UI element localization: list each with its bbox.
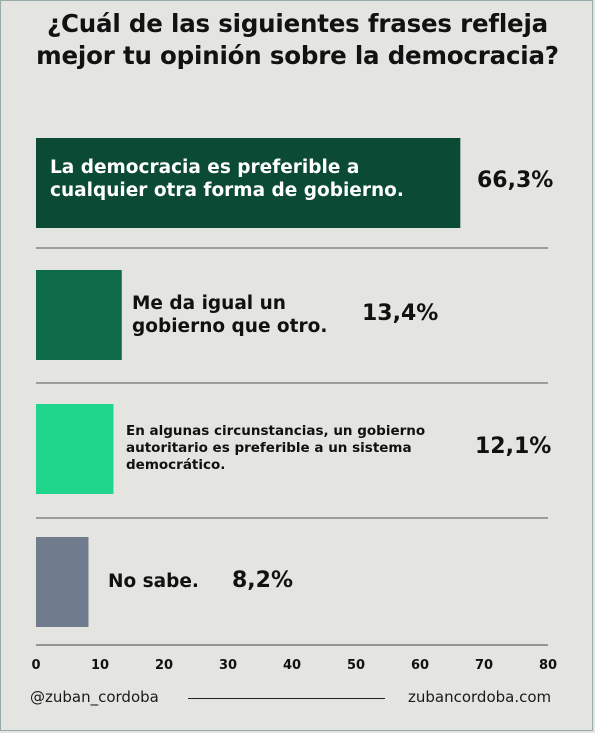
x-tick-label: 70 <box>475 658 493 673</box>
bar <box>36 138 461 228</box>
bar <box>36 404 114 494</box>
bar <box>36 537 89 627</box>
x-tick-label: 30 <box>219 658 237 673</box>
footer-site: zubancordoba.com <box>408 688 552 706</box>
x-tick-label: 10 <box>91 658 109 673</box>
footer-divider <box>188 698 385 699</box>
x-tick-label: 20 <box>155 658 173 673</box>
x-tick-label: 50 <box>347 658 365 673</box>
value-label: 12,1% <box>475 434 552 459</box>
x-tick-label: 0 <box>31 658 40 673</box>
category-label: En algunas circunstancias, un gobierno a… <box>126 423 426 473</box>
category-label: La democracia es preferible a cualquier … <box>50 157 404 202</box>
chart-title: ¿Cuál de las siguientes frases refleja m… <box>0 8 595 72</box>
category-label: Me da igual un gobierno que otro. <box>132 293 328 338</box>
value-label: 13,4% <box>362 301 439 326</box>
footer-handle: @zuban_cordoba <box>30 688 159 706</box>
category-label: No sabe. <box>108 571 199 592</box>
value-label: 66,3% <box>477 168 554 193</box>
title-text: ¿Cuál de las siguientes frases refleja m… <box>36 9 559 70</box>
x-tick-label: 80 <box>539 658 557 673</box>
x-tick-label: 60 <box>411 658 429 673</box>
bar <box>36 270 122 360</box>
value-label: 8,2% <box>232 568 294 593</box>
x-tick-label: 40 <box>283 658 301 673</box>
